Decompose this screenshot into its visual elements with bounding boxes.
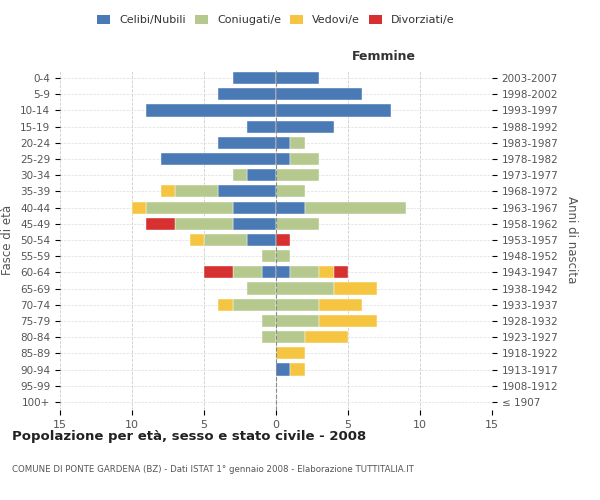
Bar — [290, 137, 305, 149]
Bar — [233, 218, 276, 230]
Bar — [319, 315, 377, 327]
Bar — [276, 137, 290, 149]
Bar — [233, 169, 247, 181]
Bar — [262, 315, 276, 327]
Y-axis label: Fasce di età: Fasce di età — [1, 205, 14, 275]
Bar — [190, 234, 204, 246]
Bar — [204, 266, 233, 278]
Bar — [276, 218, 319, 230]
Bar — [175, 186, 218, 198]
Bar — [233, 202, 276, 213]
Bar — [218, 88, 276, 101]
Bar — [305, 331, 348, 343]
Bar — [262, 266, 276, 278]
Bar — [218, 298, 233, 311]
Legend: Celibi/Nubili, Coniugati/e, Vedovi/e, Divorziati/e: Celibi/Nubili, Coniugati/e, Vedovi/e, Di… — [93, 10, 459, 30]
Bar — [146, 104, 276, 117]
Bar — [233, 298, 276, 311]
Bar — [276, 88, 362, 101]
Bar — [319, 298, 362, 311]
Bar — [334, 282, 377, 294]
Bar — [276, 331, 305, 343]
Text: COMUNE DI PONTE GARDENA (BZ) - Dati ISTAT 1° gennaio 2008 - Elaborazione TUTTITA: COMUNE DI PONTE GARDENA (BZ) - Dati ISTA… — [12, 465, 414, 474]
Bar — [233, 266, 262, 278]
Bar — [334, 266, 348, 278]
Bar — [276, 266, 290, 278]
Bar — [247, 120, 276, 132]
Bar — [276, 169, 319, 181]
Y-axis label: Anni di nascita: Anni di nascita — [565, 196, 578, 284]
Bar — [132, 202, 146, 213]
Bar — [146, 218, 175, 230]
Bar — [319, 266, 334, 278]
Bar — [276, 282, 334, 294]
Bar — [290, 266, 319, 278]
Bar — [305, 202, 406, 213]
Bar — [218, 186, 276, 198]
Bar — [233, 72, 276, 84]
Bar — [276, 202, 305, 213]
Bar — [175, 218, 233, 230]
Bar — [276, 186, 305, 198]
Bar — [276, 298, 319, 311]
Bar — [276, 120, 334, 132]
Bar — [276, 364, 290, 376]
Bar — [262, 250, 276, 262]
Bar — [247, 234, 276, 246]
Bar — [204, 234, 247, 246]
Bar — [276, 348, 305, 360]
Bar — [276, 153, 290, 165]
Bar — [262, 331, 276, 343]
Bar — [161, 186, 175, 198]
Bar — [276, 104, 391, 117]
Bar — [290, 364, 305, 376]
Bar — [247, 282, 276, 294]
Bar — [276, 72, 319, 84]
Text: Femmine: Femmine — [352, 50, 416, 63]
Bar — [247, 169, 276, 181]
Bar — [276, 250, 290, 262]
Bar — [290, 153, 319, 165]
Bar — [276, 234, 290, 246]
Bar — [146, 202, 233, 213]
Bar — [276, 315, 319, 327]
Text: Popolazione per età, sesso e stato civile - 2008: Popolazione per età, sesso e stato civil… — [12, 430, 366, 443]
Bar — [161, 153, 276, 165]
Bar — [218, 137, 276, 149]
